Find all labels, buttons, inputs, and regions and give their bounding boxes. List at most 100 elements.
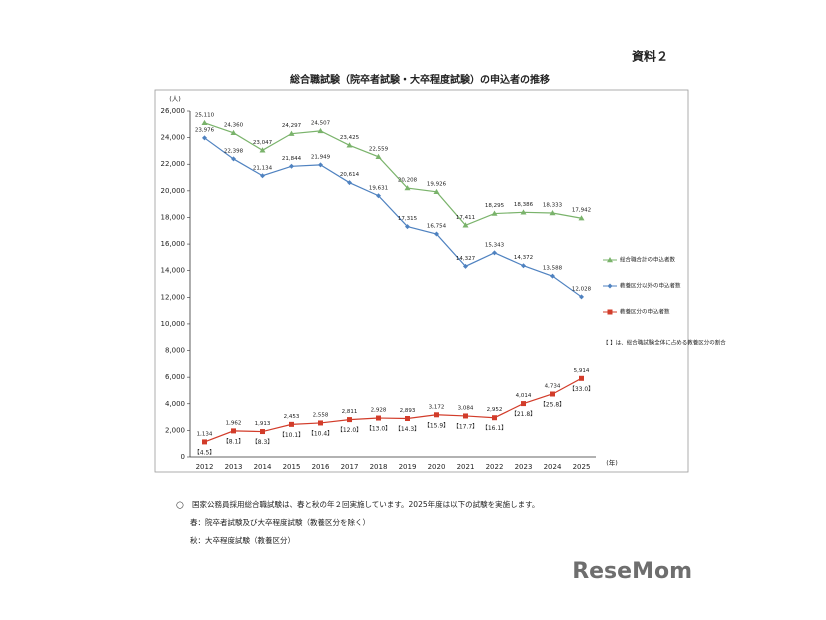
data-label: 2,558 — [313, 412, 329, 418]
share-label: 【10.1】 — [279, 432, 304, 439]
data-label: 19,926 — [427, 181, 447, 187]
point — [259, 147, 266, 153]
point — [550, 391, 555, 397]
point — [462, 222, 469, 228]
point — [433, 188, 440, 195]
x-unit: (年) — [606, 458, 618, 467]
point — [260, 173, 265, 179]
share-label: 【21.8】 — [511, 411, 536, 418]
notes-line: 秋：大卒程度試験（教養区分） — [190, 535, 295, 545]
point — [404, 185, 411, 191]
legend-label: 教養区分以外の申込者数 — [620, 282, 681, 290]
legend-label: 教養区分の申込者数 — [620, 308, 670, 316]
point — [346, 142, 353, 148]
point — [521, 401, 526, 407]
legend-note: 【 】は、総合職試験全体に占める教養区分の割合 — [603, 339, 726, 347]
x-tick-label: 2020 — [428, 463, 446, 471]
x-tick-label: 2013 — [225, 463, 243, 471]
y-tick-label: 18,000 — [161, 213, 186, 221]
data-label: 23,976 — [195, 127, 215, 133]
data-label: 22,559 — [369, 146, 389, 152]
y-tick-label: 24,000 — [161, 134, 186, 142]
point — [317, 127, 324, 134]
data-label: 22,398 — [224, 148, 244, 154]
point — [492, 250, 497, 256]
point — [607, 257, 613, 263]
y-tick-label: 8,000 — [165, 347, 185, 355]
point — [347, 417, 352, 423]
y-tick-label: 0 — [181, 453, 185, 461]
point — [434, 231, 439, 237]
point — [231, 156, 236, 162]
data-label: 19,631 — [369, 185, 388, 191]
notes-bullet: ○ — [176, 501, 184, 511]
data-label: 3,084 — [458, 405, 474, 411]
data-label: 20,614 — [340, 172, 360, 178]
data-label: 4,014 — [516, 393, 532, 399]
y-tick-label: 10,000 — [161, 320, 186, 328]
chart-frame — [154, 89, 689, 473]
data-label: 13,588 — [543, 266, 563, 272]
point — [202, 135, 207, 141]
share-label: 【4.5】 — [194, 449, 216, 456]
point — [202, 439, 207, 445]
data-label: 24,507 — [311, 120, 331, 126]
legend-label: 総合職合計の申込者数 — [620, 256, 676, 264]
y-unit: (人) — [169, 95, 181, 103]
point — [550, 273, 555, 279]
y-tick-label: 16,000 — [161, 240, 186, 248]
point — [376, 193, 381, 199]
data-label: 1,913 — [255, 421, 271, 427]
data-label: 24,297 — [282, 123, 302, 129]
share-label: 【13.0】 — [366, 426, 391, 433]
share-label: 【8.1】 — [223, 438, 245, 445]
data-label: 23,047 — [253, 140, 273, 146]
point — [347, 180, 352, 186]
y-tick-label: 2,000 — [165, 426, 185, 434]
data-label: 18,333 — [543, 203, 563, 209]
data-label: 21,949 — [311, 154, 331, 160]
share-label: 【33.0】 — [569, 386, 594, 393]
data-label: 17,942 — [572, 208, 591, 214]
point — [549, 210, 556, 216]
x-tick-label: 2022 — [486, 463, 504, 471]
share-label: 【15.9】 — [424, 422, 449, 429]
share-label: 【16.1】 — [482, 425, 507, 432]
data-label: 15,343 — [485, 242, 505, 248]
data-label: 1,134 — [197, 431, 213, 437]
point — [288, 130, 295, 136]
y-tick-label: 26,000 — [161, 107, 186, 115]
point — [491, 210, 498, 216]
data-label: 21,844 — [282, 156, 302, 162]
share-label: 【8.3】 — [252, 439, 274, 446]
logo: ReseMom — [572, 559, 692, 584]
x-tick-label: 2014 — [254, 463, 272, 471]
data-label: 18,295 — [485, 203, 505, 209]
chart-title: 総合職試験（院卒者試験・大卒程度試験）の申込者の推移 — [290, 73, 550, 86]
x-tick-label: 2023 — [515, 463, 533, 471]
data-label: 1,962 — [226, 420, 242, 426]
x-tick-label: 2024 — [544, 463, 562, 471]
point — [375, 153, 382, 159]
data-label: 17,315 — [398, 216, 418, 222]
point — [434, 412, 439, 418]
series-line — [204, 377, 582, 443]
series-line — [204, 122, 582, 227]
point — [231, 428, 236, 434]
x-tick-label: 2021 — [457, 463, 475, 471]
share-label: 【14.3】 — [395, 426, 420, 433]
data-label: 25,110 — [195, 112, 215, 118]
point — [376, 415, 381, 421]
point — [405, 416, 410, 422]
x-tick-label: 2017 — [341, 463, 359, 471]
point — [492, 415, 497, 421]
data-label: 12,028 — [572, 286, 592, 292]
point — [289, 163, 294, 169]
x-tick-label: 2016 — [312, 463, 330, 471]
point — [579, 294, 584, 300]
y-tick-label: 20,000 — [161, 187, 186, 195]
y-tick-label: 14,000 — [161, 267, 186, 275]
point — [289, 421, 294, 427]
point — [201, 119, 208, 126]
